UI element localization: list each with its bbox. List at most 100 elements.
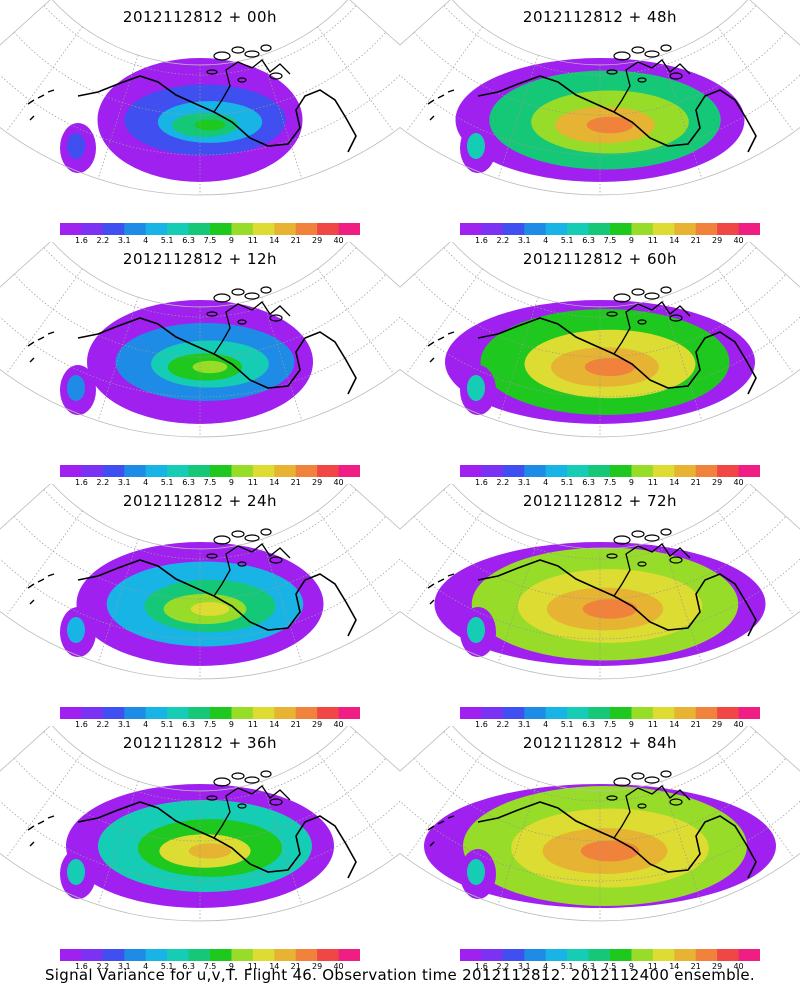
colorbar-label: 40 [333,962,344,971]
colorbar-swatch [124,465,147,477]
colorbar-label: 14 [269,720,280,729]
colorbar-swatch [481,707,504,719]
meridian-line [317,268,395,375]
coastline [477,317,757,395]
colorbar-label: 14 [669,478,680,487]
colorbar-swatch [674,949,697,961]
island-outline [631,530,645,538]
island-outline [644,534,660,542]
colorbar-swatch [631,223,654,235]
latitude-line [443,5,757,76]
island-outline [637,803,647,809]
colorbar [460,707,760,719]
colorbar-label: 7.5 [203,962,217,971]
colorbar-swatch [481,465,504,477]
colorbar-swatch [502,949,525,961]
map-panel: 2012112812 + 72h 1.6 2.2 3.1 4 5.1 6.3 7.5 9 11 1… [400,484,800,729]
colorbar-labels: 1.6 2.2 3.1 4 5.1 6.3 7.5 9 11 14 21 29 40 [50,962,370,974]
latitude-line [0,558,400,640]
map-border [400,0,800,196]
island-outline [269,556,283,564]
variance-contour [194,119,226,131]
meridian-line [661,297,703,421]
colorbar-label: 5.1 [160,962,174,971]
variance-map [0,484,400,680]
colorbar-swatch [631,465,654,477]
colorbar-label: 7.5 [603,236,617,245]
meridian-line [661,55,703,179]
coastline [427,573,455,605]
colorbar-label: 14 [269,478,280,487]
latitude-line [0,800,400,882]
latitude-line [13,758,387,842]
colorbar-swatch [674,223,697,235]
colorbar-swatch [102,223,125,235]
colorbar [60,465,360,477]
island-outline [669,798,683,806]
meridian-line [5,268,83,375]
island-outline [244,292,260,300]
colorbar-swatch [567,465,590,477]
island-outline [231,46,245,54]
colorbar-swatch [317,707,340,719]
latitude-line [43,731,357,802]
colorbar-swatch [481,949,504,961]
colorbar-swatch [81,223,104,235]
coastline [77,801,357,879]
meridian-line [261,539,303,663]
colorbar-swatch [338,949,360,961]
variance-contour [67,133,85,159]
island-outline [269,798,283,806]
colorbar-label: 14 [669,236,680,245]
colorbar-label: 5.1 [560,236,574,245]
coastline [613,543,691,597]
variance-map [0,726,400,922]
colorbar-swatch [317,465,340,477]
colorbar-label: 5.1 [160,236,174,245]
colorbar-swatch [338,465,360,477]
meridian-line [405,510,483,617]
map-panel: 2012112812 + 60h 1.6 2.2 3.1 4 5.1 6.3 7.5 9 11 1… [400,242,800,487]
latitude-line [413,516,787,600]
colorbar-swatch [210,949,232,961]
map-panel: 2012112812 + 48h 1.6 2.2 3.1 4 5.1 6.3 7.5 9 11 1… [400,0,800,245]
colorbar-label: 2.2 [496,720,510,729]
colorbar-swatch [481,223,504,235]
meridian-line [661,781,703,905]
colorbar-swatch [231,707,254,719]
colorbar-swatch [81,465,104,477]
colorbar-label: 5.1 [560,962,574,971]
island-outline [606,553,618,559]
meridian-line [405,268,483,375]
colorbar-label: 29 [712,478,723,487]
colorbar-label: 7.5 [203,236,217,245]
colorbar-swatch [145,707,168,719]
colorbar-label: 4 [143,962,149,971]
colorbar-label: 6.3 [582,720,595,729]
meridian-line [497,781,539,905]
map-border [400,484,800,680]
island-outline [637,561,647,567]
island-outline [244,534,260,542]
island-outline [613,777,631,787]
colorbar-label: 2.2 [496,236,510,245]
panel-title: 2012112812 + 36h [122,734,278,752]
panel-title: 2012112812 + 72h [522,492,678,510]
colorbar-label: 2.2 [96,478,110,487]
colorbar-label: 9 [228,962,234,971]
variance-contour [190,602,230,616]
island-outline [660,770,672,778]
island-outline [206,553,218,559]
colorbar-label: 21 [690,236,701,245]
colorbar-swatch [545,223,568,235]
colorbar-swatch [145,223,168,235]
island-outline [613,535,631,545]
island-outline [260,770,272,778]
colorbar-swatch [524,949,547,961]
coastline [213,785,291,839]
colorbar-label: 40 [733,478,744,487]
colorbar-swatch [610,465,632,477]
colorbar-label: 3.1 [117,236,131,245]
colorbar-label: 2.2 [496,478,510,487]
colorbar-label: 21 [290,478,301,487]
